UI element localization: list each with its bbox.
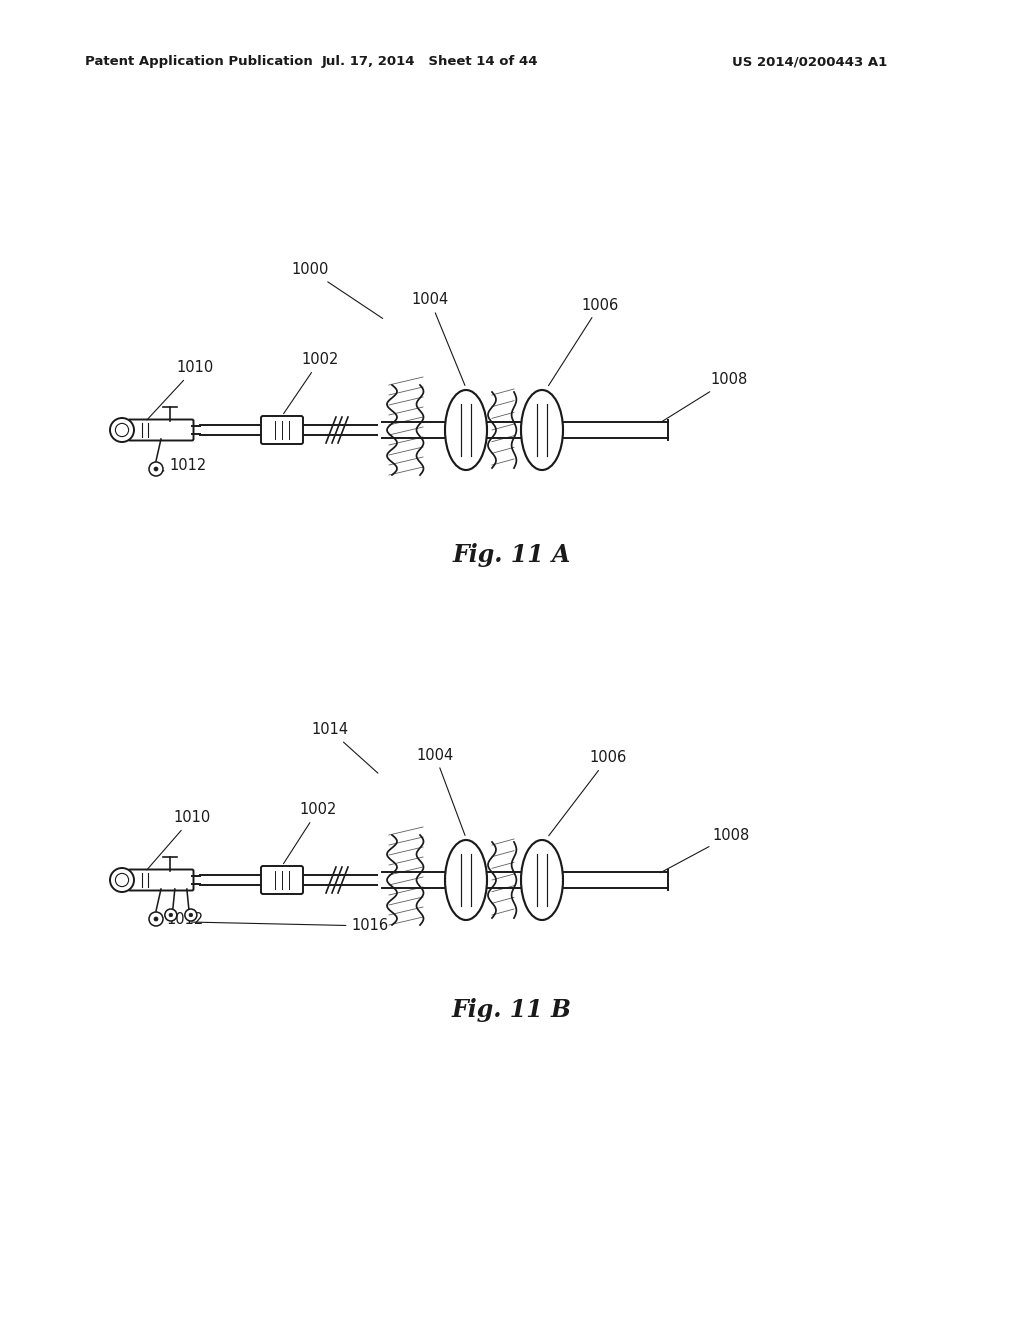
- Text: 1004: 1004: [417, 747, 465, 836]
- Text: Fig. 11 A: Fig. 11 A: [453, 543, 571, 568]
- Circle shape: [165, 909, 177, 921]
- Text: 1010: 1010: [146, 810, 211, 870]
- FancyBboxPatch shape: [261, 866, 303, 894]
- Text: 1000: 1000: [291, 263, 383, 318]
- Text: 1010: 1010: [146, 360, 214, 420]
- Circle shape: [116, 874, 129, 887]
- FancyBboxPatch shape: [261, 416, 303, 444]
- Text: 1014: 1014: [311, 722, 378, 774]
- Circle shape: [169, 913, 173, 917]
- Text: Fig. 11 B: Fig. 11 B: [452, 998, 572, 1022]
- Text: 1006: 1006: [549, 751, 627, 836]
- Circle shape: [150, 912, 163, 927]
- Text: US 2014/0200443 A1: US 2014/0200443 A1: [732, 55, 888, 69]
- Ellipse shape: [521, 840, 563, 920]
- Text: 1016: 1016: [191, 919, 388, 933]
- Circle shape: [154, 917, 158, 921]
- Text: 1012: 1012: [159, 912, 204, 928]
- Circle shape: [110, 869, 134, 892]
- Text: 1008: 1008: [660, 372, 748, 422]
- Circle shape: [185, 909, 197, 921]
- Ellipse shape: [521, 389, 563, 470]
- Circle shape: [110, 418, 134, 442]
- Text: 1006: 1006: [549, 297, 618, 385]
- Text: 1008: 1008: [660, 828, 750, 873]
- Text: 1002: 1002: [284, 352, 339, 413]
- Circle shape: [116, 424, 129, 437]
- Ellipse shape: [445, 389, 487, 470]
- Text: 1012: 1012: [162, 458, 207, 473]
- Text: 1004: 1004: [412, 293, 465, 385]
- Text: Jul. 17, 2014   Sheet 14 of 44: Jul. 17, 2014 Sheet 14 of 44: [322, 55, 539, 69]
- Ellipse shape: [445, 840, 487, 920]
- FancyBboxPatch shape: [128, 420, 194, 441]
- Circle shape: [189, 913, 193, 917]
- Text: 1002: 1002: [284, 803, 337, 863]
- Text: Patent Application Publication: Patent Application Publication: [85, 55, 312, 69]
- Circle shape: [150, 462, 163, 477]
- Circle shape: [154, 467, 158, 471]
- FancyBboxPatch shape: [128, 870, 194, 891]
